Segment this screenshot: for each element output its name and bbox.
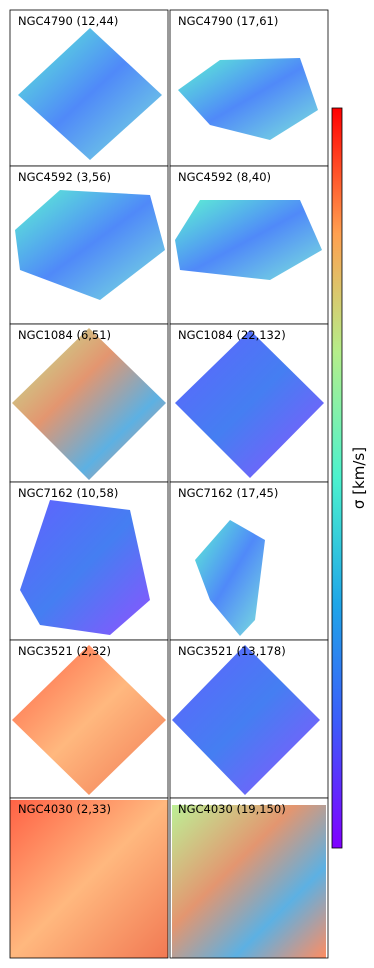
map-footprint [172, 645, 320, 795]
map-panel: NGC4030 (19,150) [169, 797, 329, 959]
panel-title: NGC7162 (10,58) [18, 486, 118, 500]
panel-title: NGC3521 (2,32) [18, 644, 111, 658]
map-footprint [12, 328, 166, 480]
panel-title: NGC4790 (12,44) [18, 14, 118, 28]
map-footprint [172, 805, 326, 958]
map-footprint [20, 500, 150, 635]
map-panel: NGC4592 (3,56) [9, 165, 169, 325]
map-panel: NGC7162 (17,45) [169, 481, 329, 641]
map-panel: NGC4790 (12,44) [9, 9, 169, 167]
map-footprint [175, 200, 322, 280]
map-panel: NGC3521 (2,32) [9, 639, 169, 799]
colorbar [331, 107, 343, 849]
panel-title: NGC4790 (17,61) [178, 14, 278, 28]
map-footprint [15, 190, 165, 300]
panel-title: NGC1084 (22,132) [178, 328, 286, 342]
panel-title: NGC4030 (19,150) [178, 802, 286, 816]
panel-border [169, 797, 329, 959]
map-footprint [195, 520, 265, 636]
map-panel: NGC4790 (17,61) [169, 9, 329, 167]
panel-title: NGC4592 (3,56) [18, 170, 111, 184]
map-footprint [175, 330, 324, 478]
map-footprint [12, 645, 166, 795]
panel-border [9, 797, 169, 959]
panel-grid: NGC4790 (12,44) NGC4790 (17,61) NGC4592 (3… [9, 9, 329, 959]
panel-title: NGC7162 (17,45) [178, 486, 278, 500]
map-footprint [10, 800, 168, 958]
map-panel: NGC4592 (8,40) [169, 165, 329, 325]
panel-title: NGC1084 (6,51) [18, 328, 111, 342]
colorbar-label: σ [km/s] [350, 447, 368, 509]
map-panel: NGC3521 (13,178) [169, 639, 329, 799]
map-footprint [18, 28, 162, 160]
panel-title: NGC4030 (2,33) [18, 802, 111, 816]
panel-title: NGC3521 (13,178) [178, 644, 286, 658]
map-panel: NGC1084 (22,132) [169, 323, 329, 483]
map-panel: NGC4030 (2,33) [9, 797, 169, 959]
panel-title: NGC4592 (8,40) [178, 170, 271, 184]
map-panel: NGC1084 (6,51) [9, 323, 169, 483]
map-footprint [178, 58, 318, 140]
map-panel: NGC7162 (10,58) [9, 481, 169, 641]
